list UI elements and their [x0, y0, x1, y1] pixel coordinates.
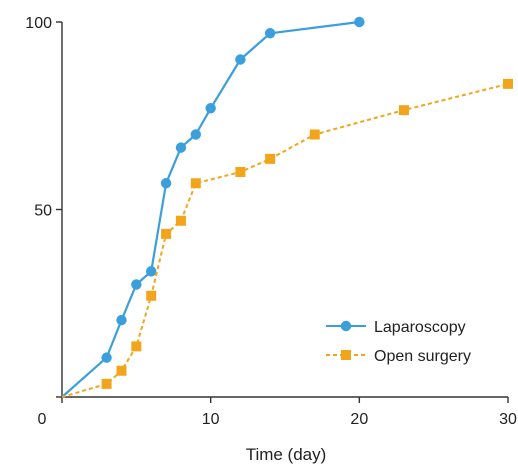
data-point [116, 314, 127, 326]
data-point [264, 28, 276, 39]
axis-ticks: 0 10 20 30 50 100 [25, 15, 517, 428]
data-point [101, 378, 112, 389]
legend-label: Open surgery [374, 348, 471, 365]
series-line [61, 20, 360, 398]
legend: Laparoscopy Open surgery [326, 319, 471, 365]
data-point [175, 215, 186, 226]
data-point [503, 78, 513, 89]
legend-marker [340, 320, 352, 332]
data-point [309, 129, 320, 140]
x-tick-label: 0 [38, 411, 47, 428]
legend-label: Laparoscopy [374, 319, 466, 336]
x-tick-label: 20 [350, 411, 368, 428]
y-tick-label: 100 [25, 15, 52, 32]
data-point [398, 105, 409, 116]
data-point [131, 341, 142, 352]
legend-marker [341, 350, 351, 360]
series-open-surgery [61, 78, 513, 398]
data-point [101, 352, 112, 363]
data-point [131, 279, 142, 290]
series-laparoscopy [61, 16, 365, 398]
x-tick-label: 30 [499, 411, 517, 428]
data-point [146, 290, 157, 301]
data-point [190, 129, 201, 140]
data-point [235, 54, 246, 65]
legend-item: Open surgery [326, 348, 471, 365]
data-point [205, 103, 216, 114]
data-point [161, 228, 172, 239]
data-point [354, 16, 365, 28]
data-point [265, 153, 276, 164]
data-point [235, 167, 246, 177]
data-point [116, 365, 127, 376]
data-point [160, 178, 172, 189]
data-point [146, 266, 157, 277]
data-point [190, 178, 201, 189]
data-point [175, 142, 187, 153]
y-tick-label: 50 [34, 203, 52, 220]
legend-item: Laparoscopy [326, 319, 466, 336]
x-tick-label: 10 [202, 411, 220, 428]
x-axis-title: Time (day) [246, 445, 327, 464]
series-layer [61, 16, 513, 398]
